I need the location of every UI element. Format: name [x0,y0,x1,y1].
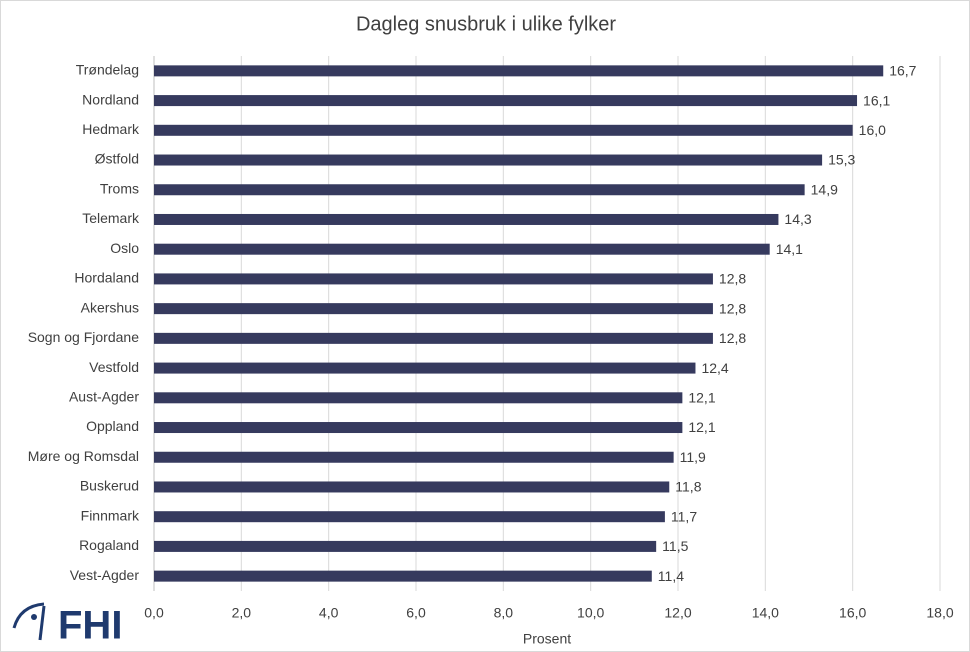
bar [154,481,670,493]
value-label: 11,7 [671,508,697,524]
y-tick-label: Vest-Agder [70,567,140,583]
y-tick-label: Nordland [82,91,139,107]
value-label: 16,1 [863,92,890,108]
value-label: 15,3 [828,152,855,168]
value-label: 12,8 [719,271,746,287]
bar [154,95,858,107]
bar [154,273,713,285]
x-tick-label: 2,0 [232,605,252,621]
logo-text: FHI [58,604,122,648]
y-tick-label: Aust-Agder [69,389,139,405]
value-label: 12,8 [719,330,746,346]
value-label: 11,4 [658,568,684,584]
x-axis-label: Prosent [523,631,571,647]
value-label: 12,4 [701,360,728,376]
x-tick-label: 6,0 [406,605,426,621]
y-tick-label: Trøndelag [76,62,139,78]
x-tick-label: 14,0 [752,605,779,621]
bar [154,362,696,374]
value-label: 11,9 [680,449,706,465]
bar [154,124,853,136]
logo: FHI [12,602,122,648]
x-tick-label: 18,0 [926,605,953,621]
logo-stroke [38,605,46,641]
x-tick-label: 8,0 [494,605,514,621]
value-label: 11,5 [662,538,688,554]
logo-arc [12,602,45,629]
y-tick-label: Telemark [82,210,140,226]
y-tick-label: Vestfold [89,359,139,375]
x-tick-label: 12,0 [664,605,691,621]
value-label: 14,1 [776,241,803,257]
logo-dot [31,614,37,620]
value-label: 12,1 [688,419,715,435]
value-label: 11,8 [675,479,701,495]
x-tick-label: 16,0 [839,605,866,621]
bar [154,570,652,582]
bar [154,332,713,344]
bar [154,243,770,255]
bar [154,451,674,463]
y-tick-label: Østfold [95,151,139,167]
y-tick-label: Hordaland [74,270,139,286]
value-label: 12,1 [688,390,715,406]
bar [154,65,884,77]
y-tick-label: Møre og Romsdal [28,448,139,464]
bar [154,511,665,523]
bar [154,392,683,404]
bar [154,422,683,434]
value-label: 14,3 [784,211,811,227]
bar [154,184,805,196]
chart-title: Dagleg snusbruk i ulike fylker [356,13,616,35]
value-label: 16,0 [859,122,886,138]
bar [154,213,779,225]
y-tick-label: Troms [100,180,139,196]
value-label: 14,9 [811,181,838,197]
bar [154,540,657,552]
x-tick-label: 10,0 [577,605,604,621]
y-tick-label: Rogaland [79,537,139,553]
y-tick-label: Oslo [110,240,139,256]
bar [154,303,713,315]
value-label: 12,8 [719,300,746,316]
y-tick-label: Sogn og Fjordane [28,329,140,345]
bar [154,154,823,166]
y-tick-label: Oppland [86,418,139,434]
y-tick-label: Finnmark [81,507,140,523]
y-tick-label: Buskerud [80,478,139,494]
value-label: 16,7 [889,63,916,79]
x-tick-label: 4,0 [319,605,339,621]
x-tick-label: 0,0 [144,605,164,621]
y-tick-label: Hedmark [82,121,140,137]
y-tick-label: Akershus [81,299,139,315]
